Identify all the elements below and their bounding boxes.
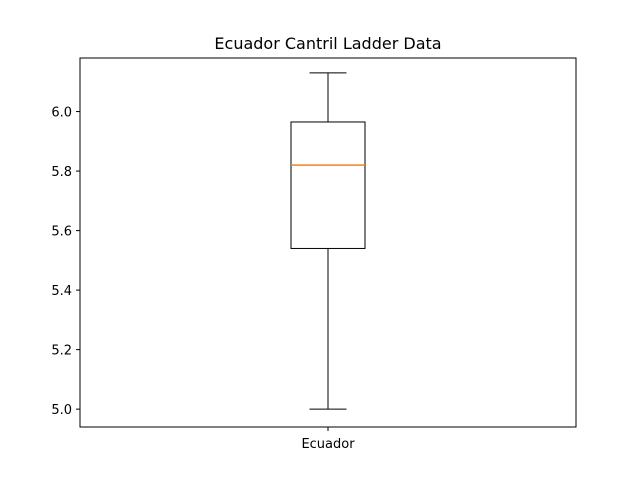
y-tick-label: 6.0 [51, 106, 72, 121]
x-axis: Ecuador [301, 427, 355, 452]
box-series [290, 72, 366, 410]
interquartile-box [290, 121, 366, 249]
y-tick-label: 5.0 [51, 403, 72, 418]
y-tick-label: 5.4 [51, 284, 72, 299]
chart-title: Ecuador Cantril Ladder Data [214, 34, 441, 53]
y-tick-label: 5.8 [51, 165, 72, 180]
y-axis: 5.0 5.2 5.4 5.6 5.8 6.0 [51, 106, 80, 418]
y-tick-label: 5.6 [51, 225, 72, 240]
y-tick-label: 5.2 [51, 344, 72, 359]
x-tick-label: Ecuador [301, 437, 355, 452]
